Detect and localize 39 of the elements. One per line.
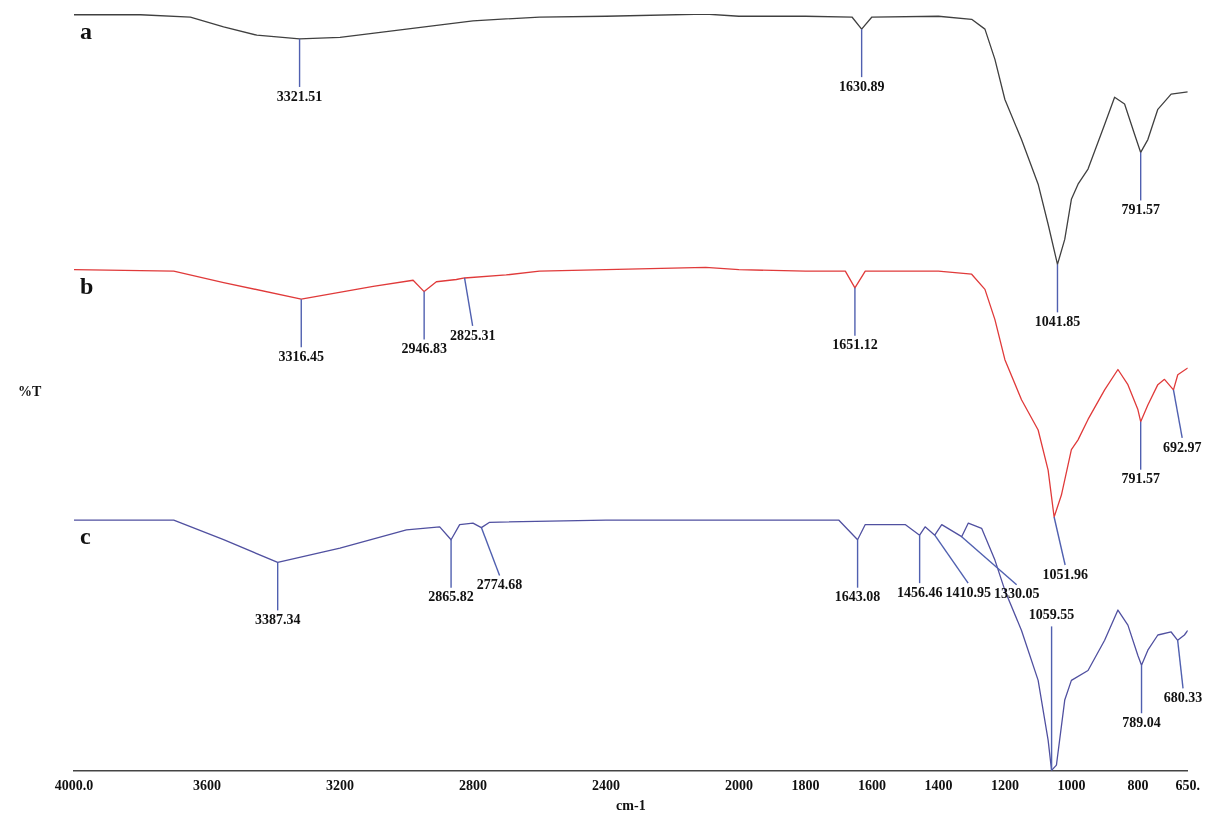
annotation: 1651.12 [832,337,878,353]
series-label: c [80,523,91,550]
x-tick-label: 650. [1175,778,1200,794]
annotation: 2774.68 [476,577,523,593]
x-tick-label: 3200 [325,778,354,794]
x-tick-label: 4000.0 [54,778,94,794]
x-tick-label: 1600 [857,778,886,794]
annotation: 2825.31 [449,327,496,343]
annotation: 1041.85 [1034,313,1081,329]
annotation: 1643.08 [834,589,881,605]
annotation: 1630.89 [838,78,885,94]
annotation: 2865.82 [428,589,474,605]
annotation: 2946.83 [401,341,447,357]
x-tick-label: 1400 [924,778,953,794]
x-tick-label: 2000 [724,778,753,794]
annotation: 791.57 [1121,471,1160,487]
y-axis-title: %T [18,383,42,399]
annotation: 692.97 [1162,439,1202,455]
series-label: a [80,17,92,44]
annotation: 1456.46 [896,584,943,600]
series-label: b [80,272,94,299]
x-tick-label: 3600 [192,778,221,794]
annotation: 3321.51 [276,88,323,104]
x-tick-label: 800 [1127,778,1149,794]
x-tick-label: 2400 [591,778,620,794]
x-tick-label: 1200 [990,778,1019,794]
annotation: 1059.55 [1028,607,1075,623]
annotation: 791.57 [1121,202,1160,218]
annotation: 680.33 [1163,689,1203,705]
x-tick-label: 2800 [458,778,487,794]
x-tick-label: 1800 [791,778,820,794]
annotation: 1051.96 [1042,566,1088,582]
annotation: 1410.95 [945,584,991,600]
x-tick-label: 1000 [1057,778,1086,794]
annotation: 789.04 [1122,714,1161,730]
annotation: 3387.34 [254,612,301,627]
annotation: 3316.45 [278,348,324,364]
annotation: 1330.05 [993,586,1040,602]
x-axis-title: cm-1 [616,798,646,814]
